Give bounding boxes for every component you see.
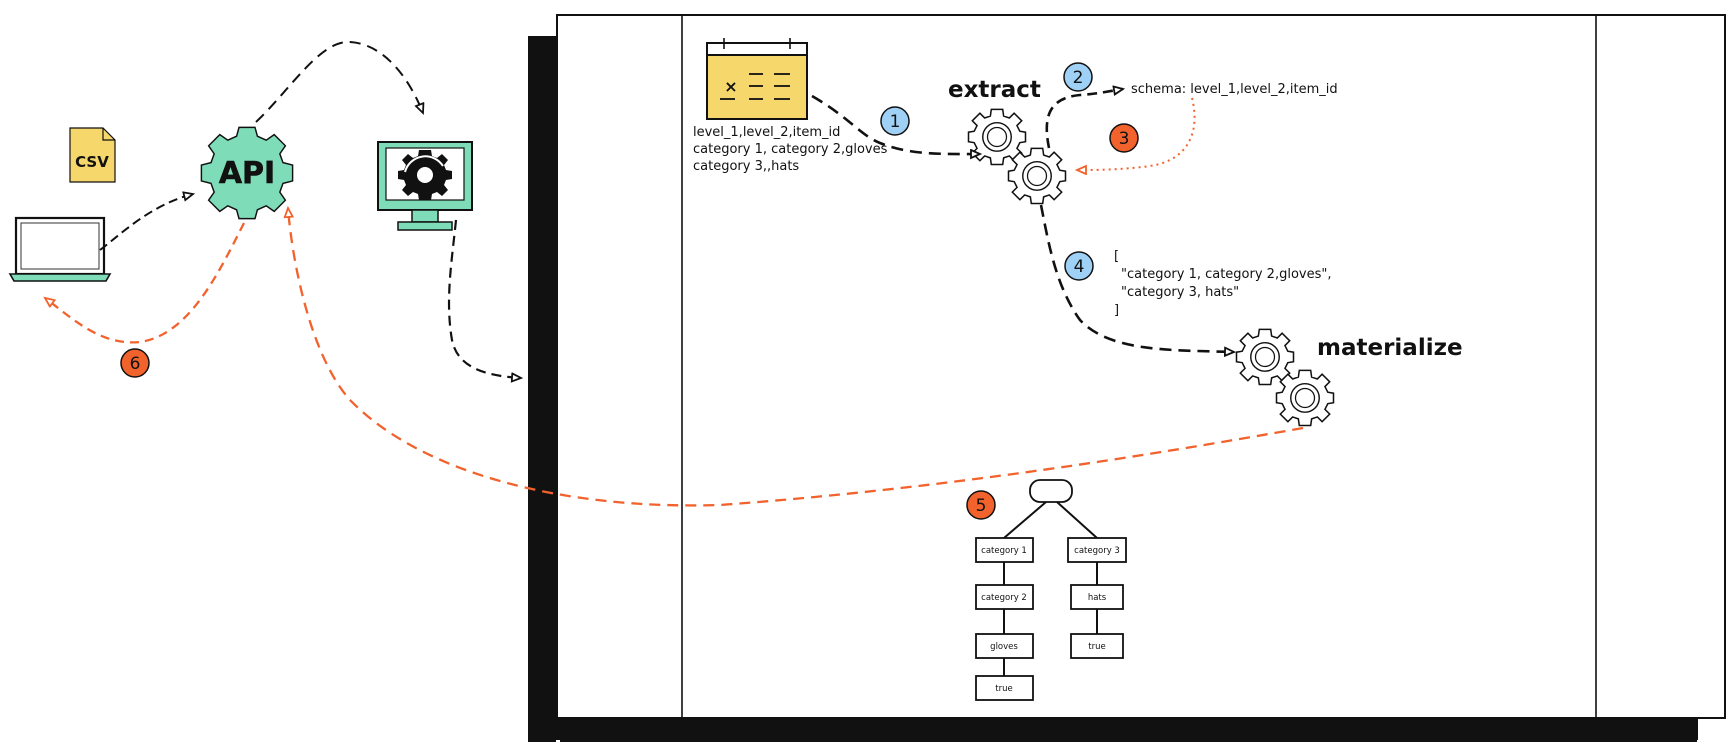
json-line: [ xyxy=(1114,249,1119,264)
csv-preview-line: category 1, category 2,gloves xyxy=(693,142,888,157)
api-gear-icon: API xyxy=(200,126,294,220)
tree-node: category 3 xyxy=(1067,537,1127,563)
svg-text:hats: hats xyxy=(1088,593,1107,603)
step-badge-4: 4 xyxy=(1064,251,1094,281)
svg-text:×: × xyxy=(724,77,737,96)
svg-text:5: 5 xyxy=(976,496,987,516)
document-frame xyxy=(528,14,1726,742)
extract-to-schema-arrow xyxy=(1045,89,1123,149)
api-label: API xyxy=(219,156,275,191)
extract-label: extract xyxy=(948,77,1041,103)
spreadsheet-to-extract-arrow xyxy=(811,94,980,154)
svg-text:category 3: category 3 xyxy=(1074,546,1120,556)
materialize-label: materialize xyxy=(1317,335,1463,361)
csv-file-icon: CSV xyxy=(69,127,116,183)
json-line: "category 1, category 2,gloves", xyxy=(1121,267,1331,282)
api-to-laptop-response-arrow xyxy=(45,222,246,344)
csv-preview-line: level_1,level_2,item_id xyxy=(693,125,840,140)
spreadsheet-icon: × xyxy=(706,38,808,120)
tree-node: true xyxy=(975,675,1034,701)
tree-node: gloves xyxy=(975,633,1034,659)
svg-text:2: 2 xyxy=(1073,68,1084,88)
frame-shadow-left xyxy=(528,36,556,742)
document-page xyxy=(556,14,1726,719)
tree-node: category 1 xyxy=(975,537,1034,563)
svg-text:3: 3 xyxy=(1119,129,1130,149)
monitor-to-document-arrow xyxy=(447,219,521,378)
tree-node: true xyxy=(1070,633,1124,659)
tree-node: hats xyxy=(1070,584,1124,610)
schema-label: schema: level_1,level_2,item_id xyxy=(1131,82,1338,97)
tree-root xyxy=(1029,479,1073,503)
tree-node: category 2 xyxy=(975,584,1034,610)
json-line: ] xyxy=(1114,303,1119,318)
monitor-processing-icon xyxy=(377,141,473,231)
svg-text:6: 6 xyxy=(130,354,141,374)
svg-text:4: 4 xyxy=(1074,257,1085,277)
materialize-to-api-arrow xyxy=(288,208,1304,507)
api-to-monitor-arrow xyxy=(255,40,423,123)
svg-text:gloves: gloves xyxy=(990,642,1018,652)
step-badge-3: 3 xyxy=(1109,123,1139,153)
csv-preview: level_1,level_2,item_id category 1, cate… xyxy=(693,125,888,174)
laptop-to-api-arrow xyxy=(99,194,193,251)
json-output: [ "category 1, category 2,gloves", "cate… xyxy=(1114,249,1331,318)
csv-label: CSV xyxy=(75,153,109,171)
svg-text:true: true xyxy=(1088,642,1105,652)
output-tree: category 1 category 2 gloves true catego… xyxy=(975,479,1127,701)
extract-to-materialize-arrow xyxy=(1039,204,1234,352)
svg-text:category 1: category 1 xyxy=(981,546,1027,556)
step-badge-1: 1 xyxy=(880,106,910,136)
step-badge-6: 6 xyxy=(120,348,150,378)
frame-shadow-bottom xyxy=(528,718,1698,740)
svg-text:category 2: category 2 xyxy=(981,593,1027,603)
svg-text:1: 1 xyxy=(890,112,901,132)
laptop-icon xyxy=(8,216,112,282)
step-badge-5: 5 xyxy=(966,490,996,520)
csv-preview-line: category 3,,hats xyxy=(693,159,799,174)
svg-text:true: true xyxy=(995,684,1012,694)
json-line: "category 3, hats" xyxy=(1121,285,1239,300)
schema-to-extract-arrow xyxy=(1077,97,1196,170)
step-badge-2: 2 xyxy=(1063,62,1093,92)
